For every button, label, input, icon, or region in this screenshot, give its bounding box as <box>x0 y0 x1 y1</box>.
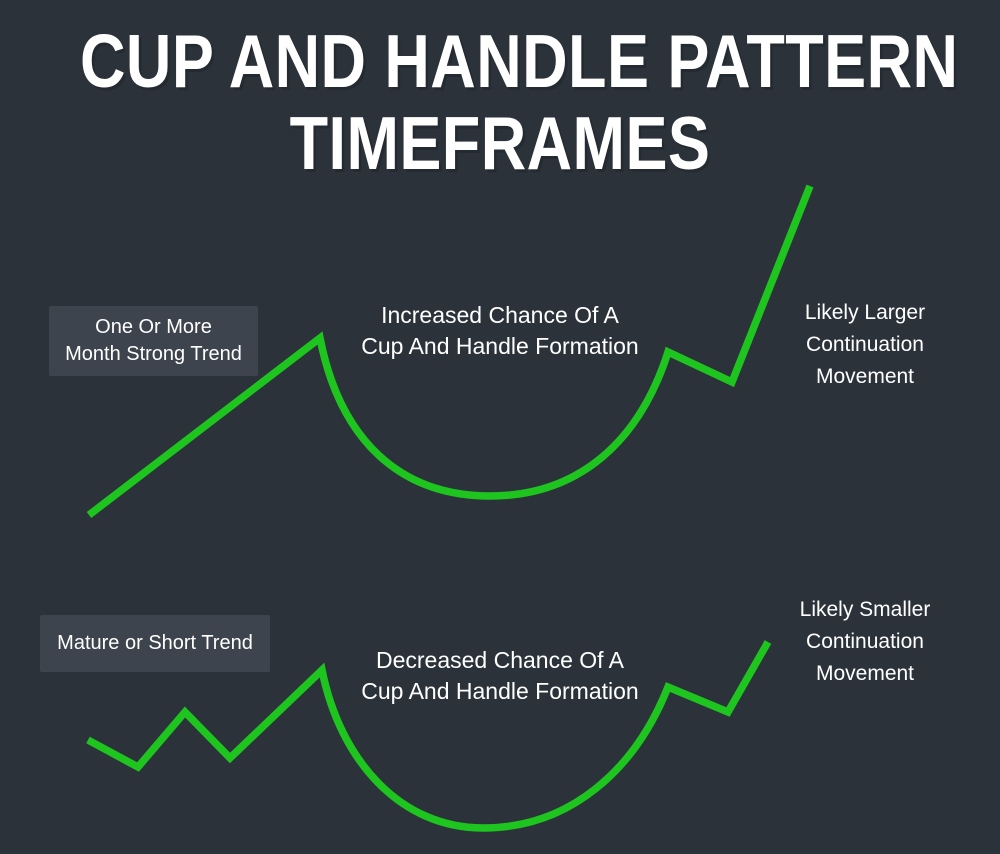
smaller-continuation-label-line-2: Continuation <box>806 630 924 653</box>
page-title: CUP AND HANDLE PATTERN TIMEFRAMES <box>80 19 959 185</box>
decreased-chance-label: Decreased Chance Of A Cup And Handle For… <box>310 645 690 707</box>
title-line-2: TIMEFRAMES <box>289 101 711 185</box>
increased-chance-label-line-1: Increased Chance Of A <box>381 302 619 328</box>
title-line-1: CUP AND HANDLE PATTERN <box>80 19 959 103</box>
strong-trend-label-line-2: Month Strong Trend <box>65 343 242 365</box>
mature-trend-label-box: Mature or Short Trend <box>40 615 270 672</box>
increased-chance-label-line-2: Cup And Handle Formation <box>361 333 639 359</box>
strong-trend-label-line-1: One Or More <box>95 316 212 338</box>
smaller-continuation-label-line-1: Likely Smaller <box>799 598 931 621</box>
larger-continuation-label-line-2: Continuation <box>806 333 924 356</box>
larger-continuation-label-line-3: Movement <box>815 365 915 388</box>
increased-chance-label: Increased Chance Of A Cup And Handle For… <box>310 300 690 362</box>
mature-trend-label-line-1: Mature or Short Trend <box>57 632 253 654</box>
strong-trend-label-box: One Or More Month Strong Trend <box>49 306 258 376</box>
larger-continuation-label-line-1: Likely Larger <box>804 301 926 324</box>
decreased-chance-label-line-1: Decreased Chance Of A <box>375 647 625 673</box>
smaller-continuation-label: Likely Smaller Continuation Movement <box>780 594 950 690</box>
strong-trend-cup-handle-line <box>86 184 814 518</box>
mature-trend-cup-handle-line <box>86 640 772 832</box>
smaller-continuation-label-line-3: Movement <box>815 662 915 685</box>
decreased-chance-label-line-2: Cup And Handle Formation <box>361 678 639 704</box>
larger-continuation-label: Likely Larger Continuation Movement <box>780 297 950 393</box>
